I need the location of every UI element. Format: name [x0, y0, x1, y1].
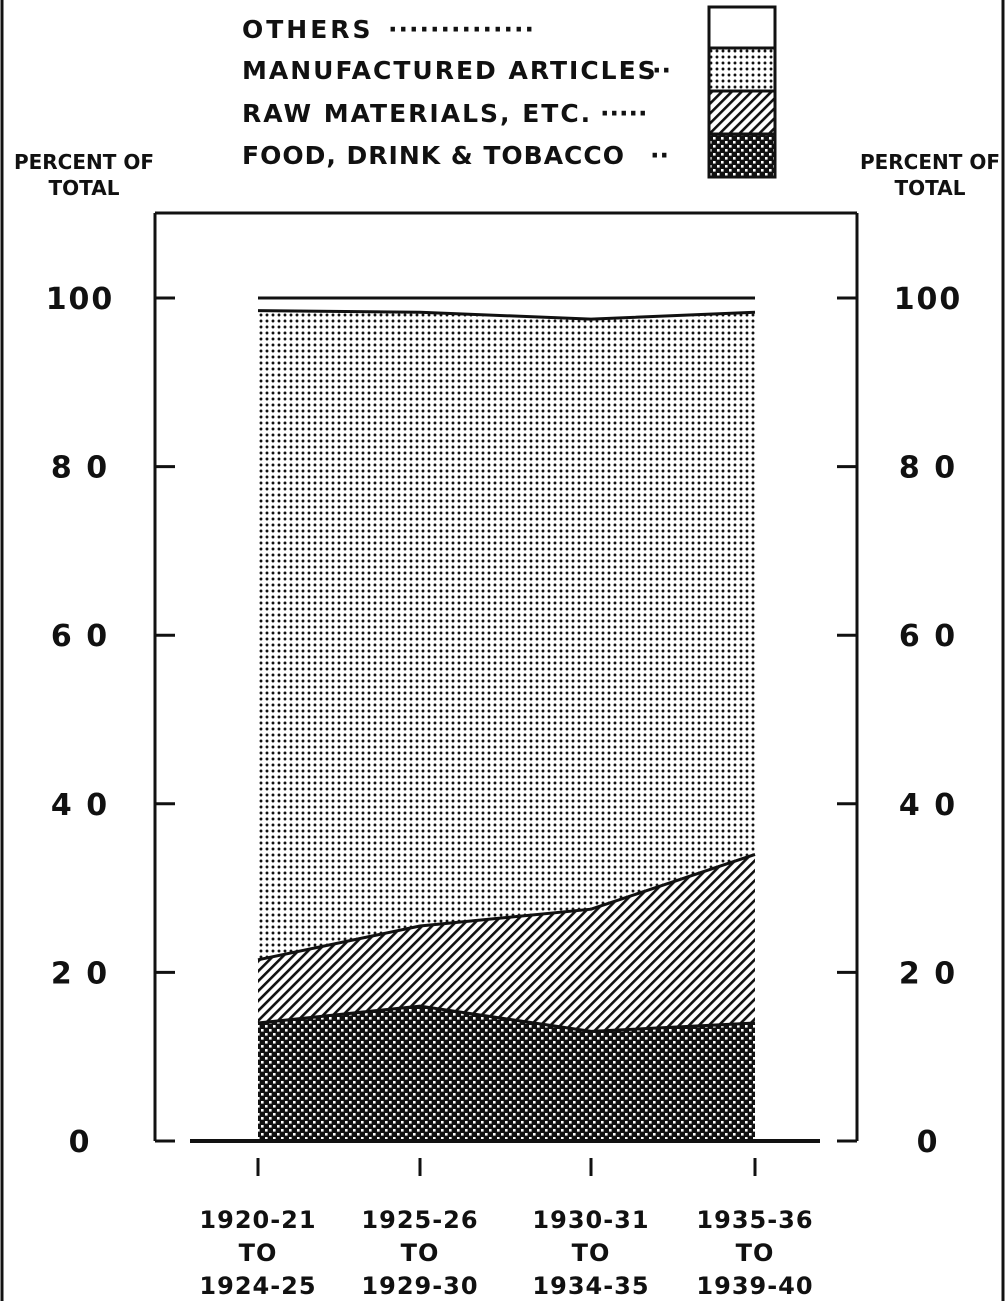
- x-tick-label-2-line-3: 1934-35: [532, 1272, 649, 1300]
- plot-frame: [153, 211, 859, 1141]
- legend-swatch-raw-materials: [707, 89, 777, 136]
- left-tick-label-40: 4 0: [51, 788, 109, 823]
- area-layers: [258, 298, 755, 1141]
- x-tick-label-0-line-1: 1920-21: [199, 1206, 316, 1234]
- legend-leader-others: ··············: [388, 15, 535, 44]
- boundary-top-manufactured-articles: [257, 309, 756, 321]
- area-raw-materials-etc: [258, 854, 755, 1032]
- legend-swatch-manufactured-articles: [707, 46, 777, 93]
- left-tick-label-100: 100: [46, 282, 115, 317]
- boundary-top-food-drink-tobacco: [257, 1004, 756, 1033]
- x-tick-label-2-line-2: TO: [572, 1239, 611, 1267]
- legend-leader-food-drink-tobacco: ··: [650, 141, 669, 170]
- area-manufactured-articles: [258, 310, 755, 960]
- right-tick-label-0: 0: [917, 1125, 940, 1160]
- boundary-top-raw-materials-etc: [257, 852, 756, 962]
- legend-leader-raw-materials: ·····: [600, 99, 648, 128]
- series-boundary-lines: [257, 296, 756, 1033]
- legend-label-manufactured-articles: MANUFACTURED ARTICLES: [242, 56, 658, 85]
- left-axis-title-line1: PERCENT OF: [14, 150, 154, 174]
- right-tick-label-60: 6 0: [899, 619, 957, 654]
- legend-label-food-drink-tobacco: FOOD, DRINK & TOBACCO: [242, 141, 625, 170]
- right-axis-title-line2: TOTAL: [895, 176, 966, 200]
- legend-label-others: OTHERS: [242, 15, 374, 44]
- x-axis: 1920-21 TO 1924-25 1925-26 TO 1929-30 1930-31 T…: [199, 1158, 813, 1300]
- legend-label-raw-materials: RAW MATERIALS, ETC.: [242, 99, 592, 128]
- left-tick-label-60: 6 0: [51, 619, 109, 654]
- x-tick-label-3-line-1: 1935-36: [696, 1206, 813, 1234]
- left-tick-label-80: 8 0: [51, 451, 109, 486]
- right-tick-label-20: 2 0: [899, 956, 957, 991]
- x-tick-label-0-line-2: TO: [239, 1239, 278, 1267]
- left-tick-label-0: 0: [69, 1125, 92, 1160]
- left-tick-label-20: 2 0: [51, 956, 109, 991]
- x-tick-label-3-line-2: TO: [736, 1239, 775, 1267]
- legend-leader-manufactured-articles: ··: [652, 56, 671, 85]
- right-tick-label-100: 100: [894, 282, 963, 317]
- x-tick-label-1-line-3: 1929-30: [361, 1272, 478, 1300]
- area-others: [258, 298, 755, 320]
- x-tick-label-3-line-3: 1939-40: [696, 1272, 813, 1300]
- right-y-axis: 0 2 0 4 0 6 0 8 0 100: [837, 282, 963, 1160]
- legend: OTHERS ·············· MANUFACTURED ARTIC…: [242, 5, 777, 179]
- x-tick-label-1-line-1: 1925-26: [361, 1206, 478, 1234]
- legend-swatch-others: [707, 5, 777, 50]
- right-axis-title-line1: PERCENT OF: [860, 150, 1000, 174]
- legend-swatch-food-drink-tobacco: [707, 132, 777, 179]
- right-tick-label-40: 4 0: [899, 788, 957, 823]
- left-y-axis: 0 2 0 4 0 6 0 8 0 100: [46, 282, 175, 1160]
- area-food-drink-tobacco: [258, 1006, 755, 1141]
- x-tick-label-2-line-1: 1930-31: [532, 1206, 649, 1234]
- x-tick-label-1-line-2: TO: [401, 1239, 440, 1267]
- right-tick-label-80: 8 0: [899, 451, 957, 486]
- x-tick-label-0-line-3: 1924-25: [199, 1272, 316, 1300]
- left-axis-title-line2: TOTAL: [49, 176, 120, 200]
